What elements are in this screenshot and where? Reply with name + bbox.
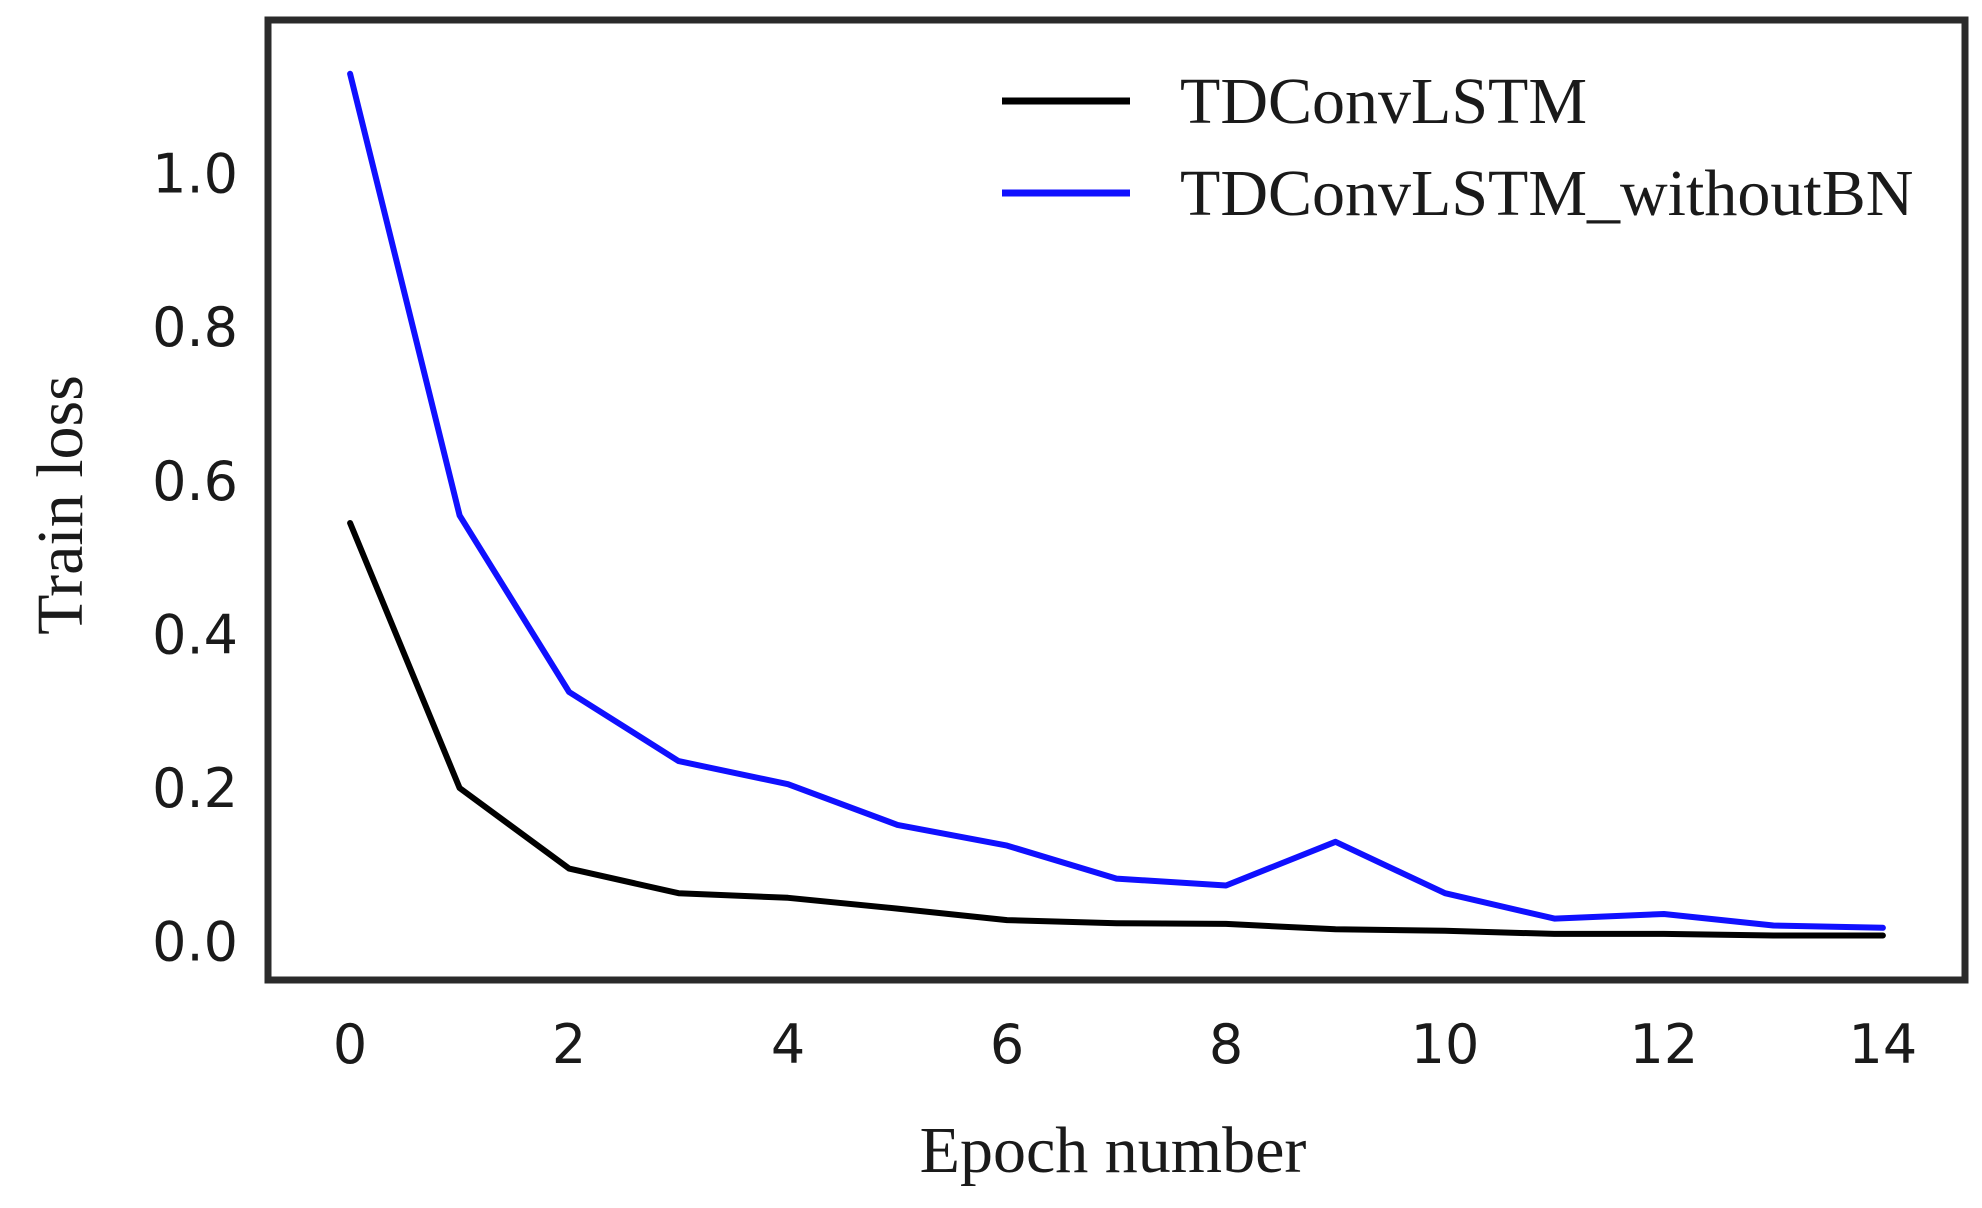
- data-point-series-1-epoch-13: [1770, 923, 1776, 929]
- data-point-series-0-epoch-13: [1770, 933, 1776, 939]
- x-tick-label: 4: [771, 1013, 805, 1076]
- data-point-series-1-epoch-12: [1661, 911, 1667, 917]
- plot-frame: [264, 16, 1969, 984]
- data-point-series-0-epoch-11: [1551, 931, 1557, 937]
- data-point-series-1-epoch-14: [1880, 925, 1886, 931]
- data-point-series-0-epoch-0: [347, 520, 353, 526]
- data-point-series-1-epoch-6: [1004, 843, 1010, 849]
- data-point-series-0-epoch-4: [785, 895, 791, 901]
- y-tick-label: 0.2: [152, 757, 238, 820]
- data-point-series-1-epoch-3: [676, 758, 682, 764]
- legend-label-tdconvlstm: TDConvLSTM: [1180, 65, 1587, 138]
- y-axis-title: Train loss: [24, 375, 97, 635]
- x-tick-label: 10: [1411, 1013, 1480, 1076]
- y-tick-label: 0.0: [152, 911, 238, 974]
- y-tick-label: 0.6: [152, 450, 238, 513]
- data-point-series-0-epoch-2: [566, 866, 572, 872]
- data-point-series-1-epoch-5: [895, 822, 901, 828]
- data-point-series-1-epoch-4: [785, 781, 791, 787]
- data-point-series-0-epoch-9: [1333, 926, 1339, 932]
- data-point-series-0-epoch-5: [895, 906, 901, 912]
- x-axis-ticks: 0 2 4 6 8 10 12 14: [333, 1013, 1917, 1076]
- y-tick-label: 0.8: [152, 296, 238, 359]
- y-axis-ticks: 0.0 0.2 0.4 0.6 0.8 1.0: [152, 143, 238, 974]
- data-point-series-1-epoch-10: [1442, 890, 1448, 896]
- x-tick-label: 14: [1849, 1013, 1918, 1076]
- y-tick-label: 0.4: [152, 603, 238, 666]
- data-point-series-1-epoch-11: [1551, 916, 1557, 922]
- y-tick-label: 1.0: [152, 143, 238, 206]
- data-point-series-1-epoch-2: [566, 689, 572, 695]
- x-tick-label: 6: [990, 1013, 1024, 1076]
- x-tick-label: 0: [333, 1013, 367, 1076]
- data-point-series-0-epoch-6: [1004, 917, 1010, 923]
- series-line-tdconvlstm: [347, 520, 1886, 939]
- data-point-series-0-epoch-14: [1880, 933, 1886, 939]
- legend-label-tdconvlstm-withoutbn: TDConvLSTM_withoutBN: [1180, 157, 1913, 230]
- data-point-series-0-epoch-12: [1661, 931, 1667, 937]
- x-axis-title: Epoch number: [920, 1114, 1307, 1187]
- data-point-series-0-epoch-1: [457, 785, 463, 791]
- data-point-series-1-epoch-0: [347, 71, 353, 77]
- legend: TDConvLSTM TDConvLSTM_withoutBN: [1002, 65, 1913, 230]
- data-point-series-0-epoch-8: [1223, 921, 1229, 927]
- data-point-series-0-epoch-7: [1114, 920, 1120, 926]
- data-point-series-1-epoch-7: [1114, 876, 1120, 882]
- x-tick-label: 12: [1630, 1013, 1699, 1076]
- series-layer: [347, 70, 1886, 939]
- x-tick-label: 2: [552, 1013, 586, 1076]
- data-point-series-1-epoch-1: [457, 512, 463, 518]
- data-point-series-1-epoch-9: [1333, 839, 1339, 845]
- x-tick-label: 8: [1209, 1013, 1243, 1076]
- data-point-series-1-epoch-8: [1223, 883, 1229, 889]
- data-point-series-0-epoch-3: [676, 890, 682, 896]
- data-point-series-0-epoch-10: [1442, 928, 1448, 934]
- series-line-tdconvlstm-withoutbn: [347, 70, 1886, 931]
